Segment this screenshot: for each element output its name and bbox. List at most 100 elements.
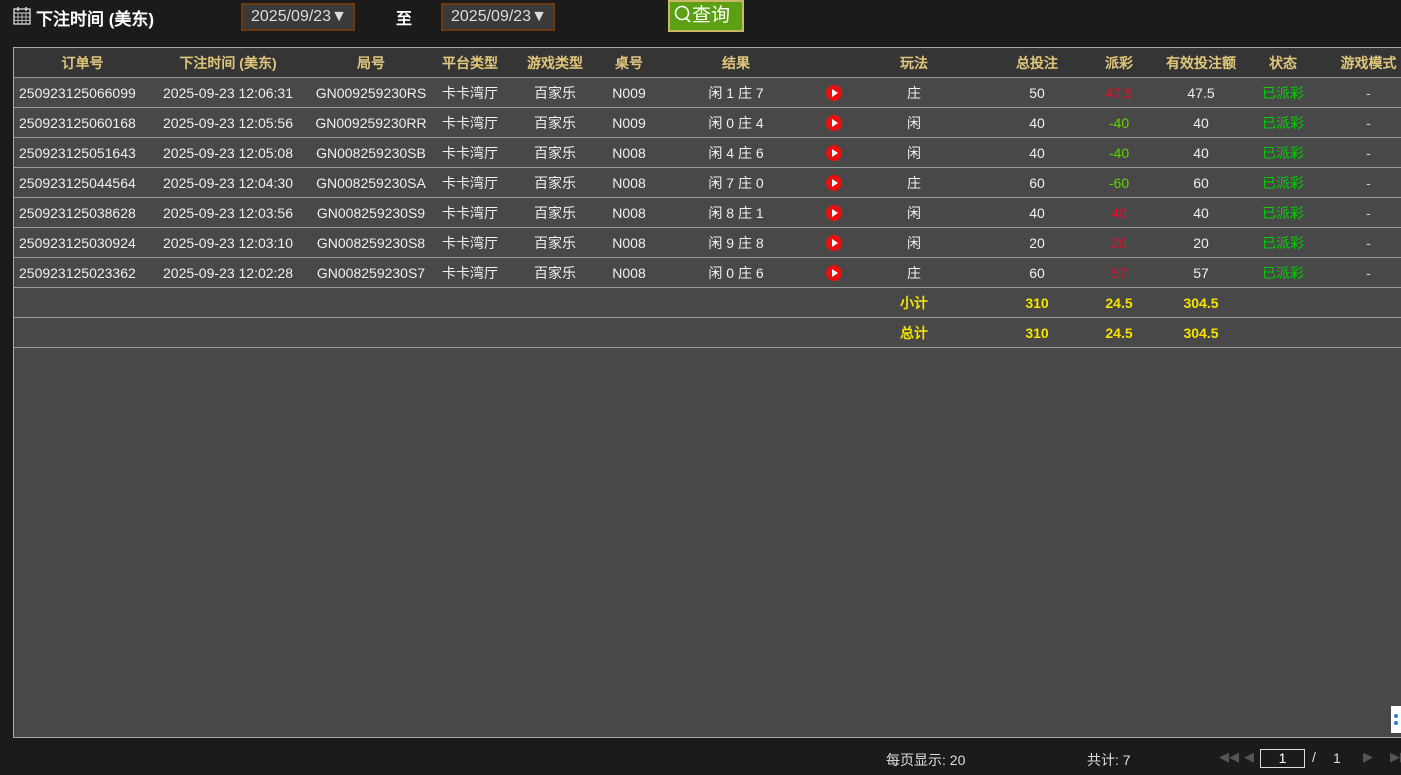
platform-type: 卡卡湾厅 xyxy=(437,257,503,288)
total-valid: 304.5 xyxy=(1145,317,1257,348)
first-page-icon[interactable]: ◀◀ xyxy=(1219,749,1239,764)
filter-label: 下注时间 (美东) xyxy=(36,10,155,29)
play-video-icon[interactable] xyxy=(826,235,842,252)
game-mode: - xyxy=(1309,167,1401,198)
last-page-icon[interactable]: ▶▶ xyxy=(1390,749,1401,764)
column-header: 总投注 xyxy=(981,48,1093,78)
round-id: GN008259230S9 xyxy=(305,197,437,228)
payout: -40 xyxy=(1093,137,1145,168)
table-row: 250923125023362 2025-09-23 12:02:28 GN0082… xyxy=(14,257,1401,288)
payout: 20 xyxy=(1093,227,1145,258)
column-header xyxy=(821,48,847,78)
game-type: 百家乐 xyxy=(503,257,607,288)
result: 闲 0 庄 6 xyxy=(651,257,821,288)
column-header: 游戏模式 xyxy=(1309,48,1401,78)
table-id: N008 xyxy=(607,137,651,168)
status: 已派彩 xyxy=(1257,227,1309,258)
play-video-icon[interactable] xyxy=(826,115,842,132)
prev-page-icon[interactable]: ◀ xyxy=(1244,749,1254,764)
search-icon xyxy=(674,5,691,23)
game-type: 百家乐 xyxy=(503,107,607,138)
game-type: 百家乐 xyxy=(503,227,607,258)
bet-time: 2025-09-23 12:06:31 xyxy=(151,77,305,108)
page-input[interactable]: 1 xyxy=(1260,749,1305,768)
status: 已派彩 xyxy=(1257,137,1309,168)
column-header: 局号 xyxy=(305,48,437,78)
total-bet: 60 xyxy=(981,167,1093,198)
bet-option: 庄 xyxy=(847,167,981,198)
game-mode: - xyxy=(1309,107,1401,138)
round-id: GN008259230SB xyxy=(305,137,437,168)
bet-option: 闲 xyxy=(847,227,981,258)
play-video-icon[interactable] xyxy=(826,265,842,282)
status: 已派彩 xyxy=(1257,257,1309,288)
total-bet: 40 xyxy=(981,137,1093,168)
page-separator: / xyxy=(1312,749,1316,765)
payout: 47.5 xyxy=(1093,77,1145,108)
floating-widget[interactable] xyxy=(1391,706,1401,733)
round-id: GN008259230S8 xyxy=(305,227,437,258)
subtotal-valid: 304.5 xyxy=(1145,287,1257,318)
replay-cell xyxy=(821,227,847,258)
result: 闲 4 庄 6 xyxy=(651,137,821,168)
bet-option: 闲 xyxy=(847,107,981,138)
payout: 57 xyxy=(1093,257,1145,288)
play-video-icon[interactable] xyxy=(826,205,842,222)
result: 闲 0 庄 4 xyxy=(651,107,821,138)
query-label: 查询 xyxy=(692,5,731,26)
order-id: 250923125044564 xyxy=(14,167,151,198)
bet-option: 闲 xyxy=(847,137,981,168)
table-id: N008 xyxy=(607,227,651,258)
bet-time: 2025-09-23 12:05:08 xyxy=(151,137,305,168)
replay-cell xyxy=(821,107,847,138)
platform-type: 卡卡湾厅 xyxy=(437,197,503,228)
table-row: 250923125044564 2025-09-23 12:04:30 GN0082… xyxy=(14,167,1401,198)
total-bet: 60 xyxy=(981,257,1093,288)
valid-bet: 40 xyxy=(1145,197,1257,228)
column-header: 状态 xyxy=(1257,48,1309,78)
game-mode: - xyxy=(1309,257,1401,288)
start-date-select[interactable]: 2025/09/23▼ xyxy=(241,3,355,31)
table-id: N009 xyxy=(607,107,651,138)
play-video-icon[interactable] xyxy=(826,85,842,102)
column-header: 平台类型 xyxy=(437,48,503,78)
table-id: N008 xyxy=(607,167,651,198)
order-id: 250923125060168 xyxy=(14,107,151,138)
order-id: 250923125030924 xyxy=(14,227,151,258)
order-id: 250923125051643 xyxy=(14,137,151,168)
total-count: 共计: 7 xyxy=(1087,752,1131,768)
subtotal-payout: 24.5 xyxy=(1093,287,1145,318)
column-header: 结果 xyxy=(651,48,821,78)
valid-bet: 47.5 xyxy=(1145,77,1257,108)
total-bet: 20 xyxy=(981,227,1093,258)
end-date-select[interactable]: 2025/09/23▼ xyxy=(441,3,555,31)
game-mode: - xyxy=(1309,77,1401,108)
platform-type: 卡卡湾厅 xyxy=(437,107,503,138)
spacer xyxy=(1257,317,1401,348)
table-row: 250923125038628 2025-09-23 12:03:56 GN0082… xyxy=(14,197,1401,228)
platform-type: 卡卡湾厅 xyxy=(437,227,503,258)
query-button[interactable]: 查询 xyxy=(668,0,744,32)
valid-bet: 40 xyxy=(1145,137,1257,168)
table-row: 250923125060168 2025-09-23 12:05:56 GN0092… xyxy=(14,107,1401,138)
result: 闲 7 庄 0 xyxy=(651,167,821,198)
round-id: GN009259230RS xyxy=(305,77,437,108)
valid-bet: 20 xyxy=(1145,227,1257,258)
round-id: GN009259230RR xyxy=(305,107,437,138)
bet-time: 2025-09-23 12:03:56 xyxy=(151,197,305,228)
bet-option: 闲 xyxy=(847,197,981,228)
replay-cell xyxy=(821,137,847,168)
play-video-icon[interactable] xyxy=(826,145,842,162)
next-page-icon[interactable]: ▶ xyxy=(1363,749,1373,764)
status: 已派彩 xyxy=(1257,107,1309,138)
play-video-icon[interactable] xyxy=(826,175,842,192)
payout: 40 xyxy=(1093,197,1145,228)
platform-type: 卡卡湾厅 xyxy=(437,167,503,198)
payout: -60 xyxy=(1093,167,1145,198)
valid-bet: 57 xyxy=(1145,257,1257,288)
bet-option: 庄 xyxy=(847,77,981,108)
result: 闲 1 庄 7 xyxy=(651,77,821,108)
total-bet: 40 xyxy=(981,197,1093,228)
platform-type: 卡卡湾厅 xyxy=(437,77,503,108)
pagination-bar: 每页显示: 20 共计: 7 ◀◀ ◀ 1 / 1 ▶ ▶▶ xyxy=(0,739,1401,775)
